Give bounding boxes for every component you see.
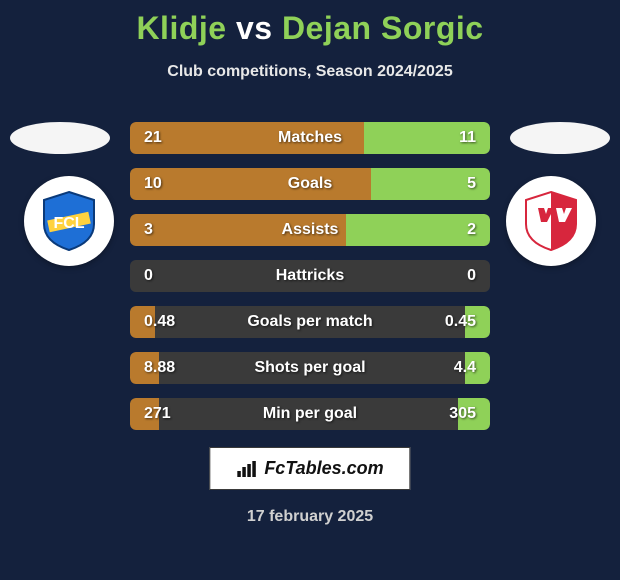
stat-row: 271305Min per goal [130, 398, 490, 430]
stat-label: Matches [130, 129, 490, 147]
stat-row: 2111Matches [130, 122, 490, 154]
stat-row: 32Assists [130, 214, 490, 246]
club-logo-left: FCL [24, 176, 114, 266]
stat-label: Assists [130, 221, 490, 239]
stats-container: 2111Matches 105Goals 32Assists 00Hattricks 0… [130, 122, 490, 444]
season-subtitle: Club competitions, Season 2024/2025 [0, 63, 620, 81]
stat-row: 00Hattricks [130, 260, 490, 292]
stat-row: 105Goals [130, 168, 490, 200]
player2-name: Dejan Sorgic [282, 10, 484, 46]
comparison-title: Klidje vs Dejan Sorgic [0, 0, 620, 47]
stat-label: Shots per goal [130, 359, 490, 377]
stat-row: 8.884.4Shots per goal [130, 352, 490, 384]
stat-label: Goals [130, 175, 490, 193]
vs-separator: vs [236, 10, 273, 46]
stat-label: Min per goal [130, 405, 490, 423]
player1-name: Klidje [136, 10, 226, 46]
stat-label: Hattricks [130, 267, 490, 285]
stat-label: Goals per match [130, 313, 490, 331]
sion-logo-icon [518, 188, 584, 254]
svg-text:FCL: FCL [53, 215, 84, 232]
brand-watermark: FcTables.com [209, 447, 410, 490]
stat-row: 0.480.45Goals per match [130, 306, 490, 338]
fcl-logo-icon: FCL [36, 188, 102, 254]
player1-avatar-placeholder [10, 122, 110, 154]
club-logo-right [506, 176, 596, 266]
brand-chart-icon [236, 460, 258, 478]
player2-avatar-placeholder [510, 122, 610, 154]
brand-text: FcTables.com [264, 458, 383, 479]
date-text: 17 february 2025 [0, 508, 620, 526]
